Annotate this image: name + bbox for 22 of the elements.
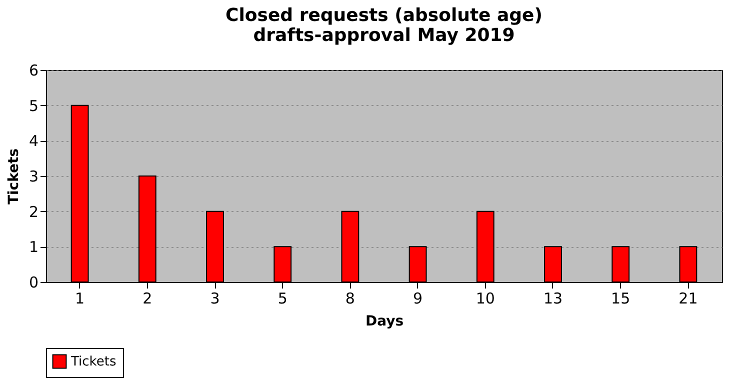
y-tick-label: 3 bbox=[28, 168, 38, 186]
y-tick-label: 4 bbox=[28, 132, 38, 150]
x-tick-label: 21 bbox=[678, 290, 698, 308]
x-tick-label: 3 bbox=[210, 290, 220, 308]
x-tick-label: 13 bbox=[543, 290, 563, 308]
x-tick-label: 10 bbox=[476, 290, 495, 308]
x-axis-title: Days bbox=[365, 314, 404, 330]
y-tick-label: 0 bbox=[28, 274, 38, 292]
chart-subtitle: drafts-approval May 2019 bbox=[253, 25, 515, 46]
legend-label: Tickets bbox=[70, 354, 116, 370]
y-tick-label: 5 bbox=[28, 96, 38, 115]
y-tick-label: 1 bbox=[28, 238, 38, 256]
x-tick-label: 2 bbox=[142, 290, 152, 308]
y-tick-label: 2 bbox=[28, 202, 38, 221]
x-tick-label: 15 bbox=[611, 290, 630, 308]
y-axis-title: Tickets bbox=[6, 148, 22, 205]
y-tick-label: 6 bbox=[28, 62, 38, 80]
x-tick-label: 8 bbox=[345, 290, 355, 308]
chart-title: Closed requests (absolute age) bbox=[226, 5, 542, 26]
x-tick-label: 5 bbox=[278, 290, 288, 308]
x-tick-label: 1 bbox=[75, 290, 85, 308]
x-tick-label: 9 bbox=[413, 290, 423, 308]
